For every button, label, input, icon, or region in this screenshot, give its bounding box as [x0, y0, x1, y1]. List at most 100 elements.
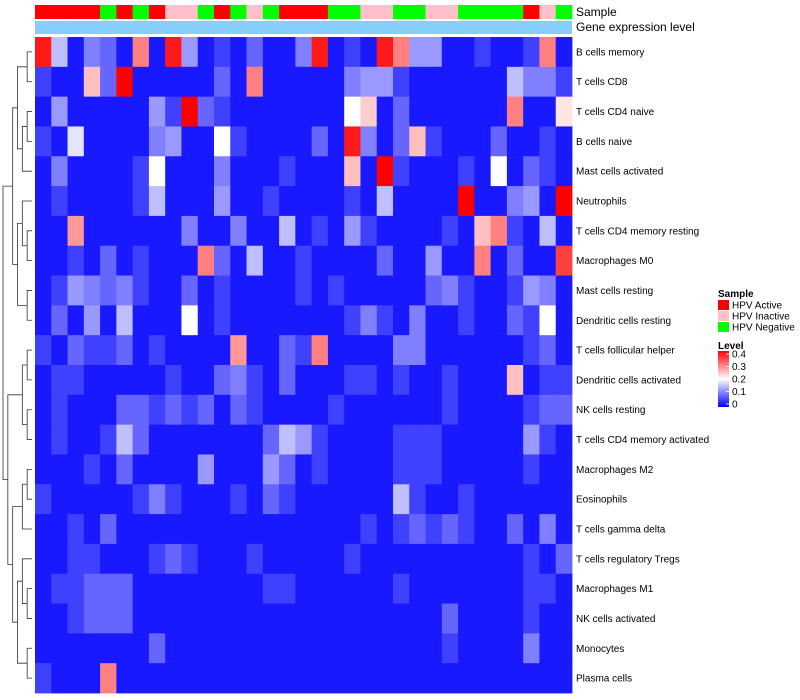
heatmap-cell: [523, 126, 540, 157]
heatmap-cell: [425, 543, 443, 575]
heatmap-cell: [148, 543, 166, 575]
heatmap-cell: [506, 543, 524, 575]
heatmap-cell: [327, 275, 345, 306]
heatmap-cell: [197, 66, 215, 98]
heatmap-cell: [262, 96, 280, 127]
heatmap-cell: [148, 603, 166, 634]
heatmap-cell: [214, 96, 231, 127]
heatmap-cell: [295, 573, 313, 604]
heatmap-cell: [311, 633, 329, 664]
row-label: B cells memory: [576, 47, 644, 58]
heatmap-cell: [506, 275, 524, 306]
heatmap-cell: [441, 305, 459, 336]
heatmap-cell: [360, 543, 378, 575]
heatmap-cell: [116, 126, 134, 157]
row-label: Macrophages M1: [576, 584, 654, 595]
heatmap-cell: [376, 215, 394, 247]
heatmap-cell: [458, 96, 475, 127]
sample-track-cell: [441, 5, 459, 19]
heatmap-cell: [197, 543, 215, 575]
heatmap-cell: [214, 66, 231, 98]
heatmap-cell: [246, 484, 264, 515]
heatmap-cell: [311, 245, 329, 276]
heatmap-cell: [214, 394, 231, 426]
heatmap-cell: [425, 454, 443, 485]
heatmap-cell: [360, 305, 378, 336]
heatmap-cell: [425, 186, 443, 217]
heatmap-cell: [327, 663, 345, 694]
heatmap-cell: [132, 186, 150, 217]
heatmap-cell: [474, 394, 492, 426]
heatmap-cell: [327, 245, 345, 276]
heatmap-cell: [148, 365, 166, 396]
heatmap-cell: [311, 335, 329, 366]
heatmap-cell: [165, 305, 182, 336]
heatmap-cell: [490, 633, 508, 664]
heatmap-cell: [214, 424, 231, 455]
heatmap-cell: [116, 514, 134, 545]
heatmap-cell: [409, 573, 426, 604]
heatmap-cell: [51, 365, 68, 396]
heatmap-cell: [132, 573, 150, 604]
row-label: Macrophages M0: [576, 256, 654, 267]
heatmap-cell: [490, 186, 508, 217]
heatmap-cell: [67, 663, 85, 694]
heatmap-cell: [376, 245, 394, 276]
heatmap-cell: [197, 245, 215, 276]
heatmap-cell: [67, 454, 85, 485]
heatmap-cell: [262, 245, 280, 276]
heatmap-cell: [523, 66, 540, 98]
heatmap-cell: [132, 126, 150, 157]
heatmap-cell: [441, 663, 459, 694]
heatmap-cell: [35, 484, 52, 515]
heatmap-cell: [360, 126, 378, 157]
heatmap-cell: [230, 305, 247, 336]
heatmap-cell: [474, 156, 492, 187]
heatmap-cell: [506, 573, 524, 604]
heatmap-cell: [295, 514, 313, 545]
heatmap-cell: [425, 245, 443, 276]
heatmap-cell: [230, 126, 247, 157]
heatmap-cell: [311, 66, 329, 98]
heatmap-cell: [295, 245, 313, 276]
heatmap-cell: [360, 96, 378, 127]
heatmap-cell: [246, 245, 264, 276]
heatmap-cell: [279, 215, 296, 247]
heatmap-cell: [393, 186, 410, 217]
heatmap-cell: [51, 156, 68, 187]
heatmap-cell: [148, 156, 166, 187]
heatmap-cell: [425, 484, 443, 515]
row-label: T cells regulatory Tregs: [576, 554, 680, 565]
heatmap-cell: [441, 215, 459, 247]
heatmap-cell: [523, 633, 540, 664]
heatmap-cell: [555, 543, 573, 575]
heatmap-cell: [393, 633, 410, 664]
sample-track-cell: [376, 5, 394, 19]
heatmap-cell: [327, 514, 345, 545]
heatmap-cell: [51, 454, 68, 485]
heatmap-cell: [327, 215, 345, 247]
heatmap-cell: [425, 663, 443, 694]
heatmap-cell: [425, 215, 443, 247]
heatmap-cell: [555, 156, 573, 187]
heatmap-cell: [83, 484, 101, 515]
heatmap-cell: [67, 126, 85, 157]
heatmap-cell: [360, 514, 378, 545]
heatmap-cell: [181, 394, 199, 426]
heatmap-cell: [181, 66, 199, 98]
heatmap-cell: [458, 543, 475, 575]
heatmap-cell: [441, 543, 459, 575]
heatmap-cell: [197, 215, 215, 247]
heatmap-cell: [132, 245, 150, 276]
heatmap-cell: [230, 335, 247, 366]
heatmap-cell: [262, 603, 280, 634]
heatmap-cell: [409, 156, 426, 187]
heatmap-cell: [214, 573, 231, 604]
heatmap-cell: [279, 603, 296, 634]
heatmap-cell: [181, 424, 199, 455]
heatmap-cell: [344, 305, 361, 336]
heatmap-cell: [83, 126, 101, 157]
heatmap-cell: [148, 633, 166, 664]
heatmap-cell: [181, 156, 199, 187]
heatmap-cell: [458, 633, 475, 664]
